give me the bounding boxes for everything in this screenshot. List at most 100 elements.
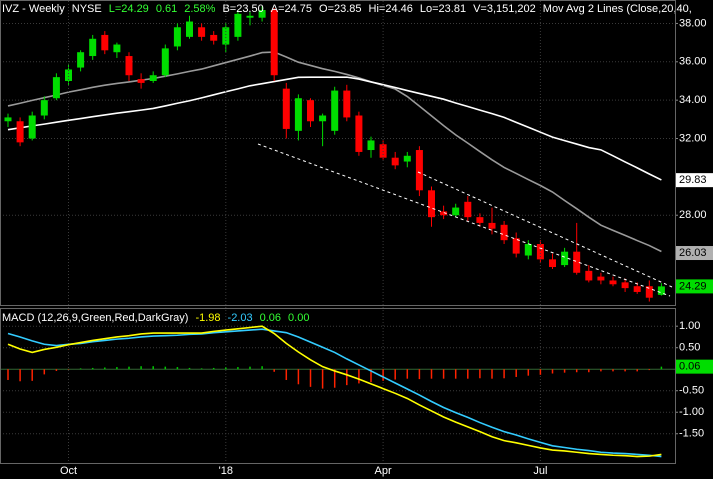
- candle-body: [403, 155, 411, 162]
- candle-body: [585, 270, 593, 281]
- trend-line: [257, 143, 671, 297]
- candle-body: [428, 190, 435, 218]
- price-frame: [0, 0, 676, 306]
- y-tick-label: -1.00: [679, 406, 704, 418]
- y-tick-label: 0.50: [679, 342, 700, 354]
- value-marker: [676, 359, 713, 374]
- candle-body: [258, 10, 266, 18]
- x-tick-label: '18: [219, 465, 233, 477]
- header-text: 0.06: [260, 312, 281, 324]
- moving-average: [7, 51, 662, 253]
- candle-body: [270, 10, 278, 76]
- candle-body: [234, 13, 242, 37]
- candle-body: [415, 150, 423, 191]
- candle-body: [77, 52, 85, 68]
- y-tick-label: 28.00: [679, 209, 707, 221]
- y-tick-label: -0.50: [679, 385, 704, 397]
- moving-average: [7, 76, 662, 181]
- candle-body: [452, 207, 460, 216]
- candle-body: [210, 34, 218, 41]
- candle-body: [161, 48, 169, 76]
- candle-body: [536, 244, 544, 260]
- y-tick-label: 38.00: [679, 17, 707, 29]
- candle-body: [294, 98, 302, 131]
- candle-body: [89, 38, 97, 57]
- candle-body: [476, 217, 484, 223]
- header-text: Mov Avg 2 Lines (Close,20,40,: [543, 3, 692, 15]
- y-tick-label: -1.50: [679, 428, 704, 440]
- candle-body: [512, 238, 520, 254]
- candle-body: [524, 244, 532, 256]
- candle-body: [561, 251, 569, 266]
- candle-body: [52, 77, 60, 99]
- candle-body: [645, 286, 653, 298]
- y-tick-label: 32.00: [679, 132, 707, 144]
- candle-body: [633, 286, 641, 292]
- candle-body: [597, 276, 605, 281]
- header-text: Hi=24.46: [369, 3, 413, 15]
- macd-frame: [0, 308, 676, 464]
- header-text: -2.03: [228, 312, 253, 324]
- header-text: IVZ - Weekly: [2, 3, 65, 15]
- candle-body: [621, 282, 629, 289]
- header-text: B=23.50: [222, 3, 263, 15]
- candle-body: [657, 286, 665, 295]
- candle-body: [198, 27, 206, 37]
- candle-body: [222, 27, 230, 45]
- x-tick-label: Oct: [60, 465, 77, 477]
- value-marker: [676, 279, 713, 294]
- candle-body: [500, 224, 508, 241]
- value-marker: [676, 246, 713, 261]
- y-tick-label: 36.00: [679, 56, 707, 68]
- header-text: 0.61: [156, 3, 177, 15]
- candle-body: [355, 115, 363, 152]
- candle-body: [331, 90, 339, 131]
- candle-body: [573, 251, 581, 273]
- candle-body: [40, 100, 48, 116]
- header-text: O=23.85: [319, 3, 362, 15]
- candle-body: [16, 121, 24, 143]
- header-text: MACD (12,26,9,Green,Red,DarkGray): [2, 312, 188, 324]
- candle-body: [186, 21, 193, 37]
- candle-body: [137, 79, 145, 83]
- candle-body: [391, 157, 399, 166]
- header-text: -1.98: [195, 312, 220, 324]
- header-text: V=3,151,202: [473, 3, 536, 15]
- candle-body: [125, 56, 133, 76]
- header-text: A=24.75: [271, 3, 312, 15]
- value-marker-label: 29.83: [679, 174, 707, 186]
- header-text: Lo=23.81: [420, 3, 466, 15]
- candle-body: [609, 280, 617, 285]
- signal-line: [7, 328, 662, 458]
- header-text: L=24.29: [109, 3, 149, 15]
- x-tick-label: Apr: [375, 465, 392, 477]
- candle-body: [113, 44, 121, 53]
- value-marker-label: 24.29: [679, 280, 707, 292]
- candle-body: [149, 75, 157, 81]
- header-text: 0.00: [288, 312, 309, 324]
- candle-body: [173, 27, 181, 47]
- y-tick-label: 34.00: [679, 94, 707, 106]
- candle-body: [4, 117, 12, 122]
- candle-body: [549, 259, 556, 268]
- value-marker: [676, 173, 713, 188]
- candle-body: [319, 115, 327, 122]
- value-marker-label: 0.06: [679, 361, 700, 373]
- candle-body: [488, 222, 496, 229]
- macd-line: [7, 325, 662, 458]
- candle-body: [307, 100, 314, 122]
- x-tick-label: Jul: [533, 465, 547, 477]
- candle-body: [282, 88, 290, 129]
- candle-body: [440, 211, 448, 216]
- candle-body: [28, 115, 36, 139]
- candle-body: [101, 34, 109, 51]
- candle-body: [367, 140, 375, 151]
- y-tick-label: 1.00: [679, 320, 700, 332]
- candle-body: [464, 201, 472, 218]
- candle-body: [379, 144, 387, 158]
- candle-body: [246, 15, 254, 18]
